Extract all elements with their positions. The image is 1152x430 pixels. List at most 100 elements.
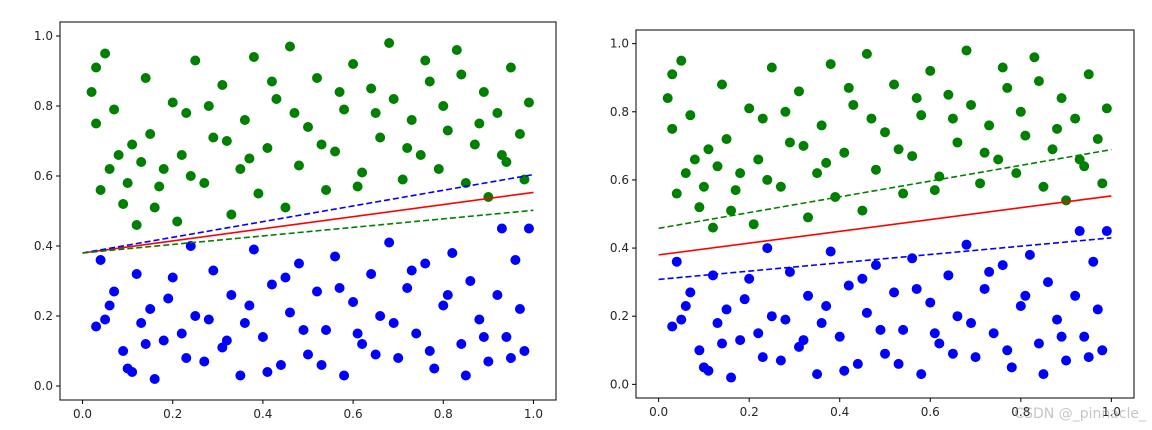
green-point bbox=[104, 164, 115, 174]
green-point bbox=[100, 48, 111, 59]
blue-point bbox=[460, 370, 471, 381]
blue-point bbox=[753, 328, 764, 339]
blue-point bbox=[762, 243, 773, 254]
separator-line bbox=[82, 191, 534, 254]
blue-point bbox=[1088, 256, 1099, 267]
green-point bbox=[943, 89, 954, 100]
green-point bbox=[109, 104, 120, 115]
green-point bbox=[667, 123, 678, 134]
green-point bbox=[86, 87, 97, 97]
y-tick-label: 0.4 bbox=[610, 241, 629, 255]
blue-point bbox=[257, 332, 268, 342]
blue-point bbox=[1056, 331, 1067, 342]
green-point bbox=[680, 168, 691, 179]
blue-point bbox=[966, 318, 977, 329]
blue-point bbox=[293, 258, 304, 269]
blue-point bbox=[1038, 369, 1049, 380]
green-point bbox=[911, 93, 922, 104]
green-point bbox=[424, 76, 435, 87]
blue-point bbox=[334, 283, 345, 293]
green-point bbox=[1061, 195, 1072, 206]
blue-point bbox=[1079, 331, 1090, 342]
green-point bbox=[662, 93, 673, 104]
x-tick-label: 1.0 bbox=[1102, 405, 1121, 419]
blue-point bbox=[411, 328, 422, 339]
blue-point bbox=[275, 360, 286, 370]
blue-point bbox=[203, 314, 214, 325]
blue-point bbox=[766, 311, 777, 322]
blue-point bbox=[1006, 362, 1017, 373]
y-tick-label: 0.0 bbox=[34, 379, 53, 393]
blue-point bbox=[330, 251, 341, 262]
blue-point bbox=[393, 353, 404, 363]
blue-point bbox=[226, 290, 237, 300]
blue-point bbox=[483, 356, 494, 367]
green-point bbox=[812, 168, 823, 179]
green-point bbox=[1029, 52, 1040, 63]
green-point bbox=[762, 174, 773, 185]
green-point bbox=[730, 185, 741, 196]
blue-point bbox=[145, 304, 156, 314]
blue-point bbox=[916, 369, 927, 380]
green-point bbox=[203, 101, 214, 111]
y-tick-label: 1.0 bbox=[34, 29, 53, 43]
blue-point bbox=[721, 304, 732, 315]
x-tick-label: 0.0 bbox=[649, 405, 668, 419]
green-point bbox=[721, 134, 732, 145]
green-point bbox=[1052, 123, 1063, 134]
green-point bbox=[793, 86, 804, 97]
green-point bbox=[514, 129, 525, 139]
green-point bbox=[226, 209, 237, 220]
blue-point bbox=[1083, 352, 1094, 363]
green-point bbox=[703, 144, 714, 155]
green-point bbox=[397, 174, 408, 185]
green-point bbox=[451, 45, 462, 55]
blue-point bbox=[442, 290, 453, 300]
green-point bbox=[131, 220, 142, 230]
green-point bbox=[469, 139, 480, 150]
axes-frame bbox=[59, 21, 557, 401]
green-point bbox=[712, 161, 723, 172]
green-point bbox=[766, 62, 777, 73]
green-point bbox=[685, 110, 696, 121]
green-point bbox=[1092, 134, 1103, 145]
green-point bbox=[907, 151, 918, 162]
green-dashed-line bbox=[658, 148, 1112, 230]
axes-frame bbox=[635, 29, 1135, 399]
blue-point bbox=[429, 363, 440, 374]
green-point bbox=[375, 132, 386, 143]
blue-point bbox=[1024, 249, 1035, 260]
blue-point bbox=[424, 346, 435, 356]
green-point bbox=[961, 45, 972, 56]
blue-point bbox=[474, 314, 485, 325]
green-point bbox=[235, 164, 246, 174]
green-point bbox=[523, 97, 534, 108]
green-point bbox=[293, 160, 304, 171]
blue-point bbox=[496, 223, 507, 234]
blue-point bbox=[698, 362, 709, 373]
green-point bbox=[803, 212, 814, 223]
blue-point bbox=[478, 332, 489, 342]
green-point bbox=[456, 69, 467, 80]
blue-point bbox=[384, 237, 395, 248]
blue-point bbox=[109, 286, 120, 297]
green-point bbox=[113, 150, 124, 160]
blue-point bbox=[1015, 301, 1026, 311]
green-point bbox=[366, 83, 377, 94]
scatter-points bbox=[658, 45, 1112, 383]
blue-point bbox=[843, 280, 854, 291]
blue-point bbox=[784, 266, 795, 277]
blue-point bbox=[131, 269, 142, 279]
blue-point bbox=[402, 283, 413, 293]
green-point bbox=[757, 113, 768, 124]
green-point bbox=[239, 115, 250, 125]
green-point bbox=[1015, 106, 1026, 117]
green-point bbox=[415, 150, 426, 160]
blue-point bbox=[861, 307, 872, 318]
green-point bbox=[997, 62, 1008, 73]
separator-line bbox=[658, 195, 1112, 256]
green-point bbox=[248, 52, 259, 62]
blue-point bbox=[757, 352, 768, 363]
blue-point bbox=[911, 283, 922, 294]
